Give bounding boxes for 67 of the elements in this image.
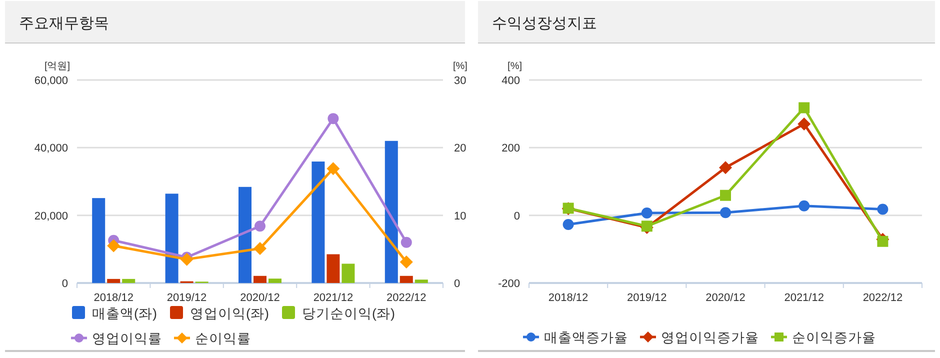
bar xyxy=(312,162,325,283)
bar xyxy=(326,254,340,283)
y-tick-label: 200 xyxy=(502,142,520,155)
bar xyxy=(238,186,252,283)
y2-tick-label: 0 xyxy=(454,278,460,290)
y-tick-label: 60,000 xyxy=(34,75,68,87)
legend-label: 순이익률 xyxy=(195,331,251,346)
point xyxy=(562,218,574,230)
legend-label: 순이익증가율 xyxy=(792,330,876,345)
legend-label: 영업이익증가율 xyxy=(661,330,759,345)
x-tick-label: 2021/12 xyxy=(313,292,354,304)
point xyxy=(798,200,810,212)
point xyxy=(719,161,732,174)
legend-label: 당기순이익(좌) xyxy=(302,306,395,321)
point xyxy=(720,207,731,218)
legend-label: 영업이익률 xyxy=(92,331,162,346)
bar xyxy=(107,278,120,283)
y-tick-label: 400 xyxy=(502,75,520,87)
bar xyxy=(384,140,398,283)
x-tick-label: 2022/12 xyxy=(862,292,903,304)
y-tick-label: -200 xyxy=(498,278,520,290)
bar xyxy=(122,278,136,283)
x-tick-label: 2020/12 xyxy=(706,292,746,304)
legend-label: 매출액증가율 xyxy=(544,330,628,345)
point xyxy=(400,256,413,269)
point xyxy=(400,236,412,248)
y-tick-label: 40,000 xyxy=(34,142,68,155)
x-tick-label: 2022/12 xyxy=(386,292,426,304)
y2-tick-label: 10 xyxy=(454,210,466,222)
point xyxy=(254,220,266,232)
bar xyxy=(92,198,106,283)
x-tick-label: 2019/12 xyxy=(627,292,667,304)
chart-title: 수익성장성지표 xyxy=(492,15,597,32)
bar xyxy=(254,276,266,283)
y-tick-label: 0 xyxy=(514,210,520,222)
point xyxy=(254,242,266,255)
point xyxy=(798,102,810,114)
point xyxy=(877,236,888,247)
point xyxy=(641,207,652,218)
point xyxy=(180,252,194,266)
y-tick-label: 0 xyxy=(62,278,68,290)
point xyxy=(798,117,811,130)
y-tick-label: 20,000 xyxy=(34,210,68,222)
bar xyxy=(414,280,428,283)
y2-axis-title: [%] xyxy=(453,61,468,72)
bar xyxy=(342,264,355,283)
y-axis-title: [억원] xyxy=(44,61,70,72)
point xyxy=(720,190,731,201)
bar xyxy=(165,194,178,283)
point xyxy=(877,204,888,215)
point xyxy=(326,162,340,176)
x-tick-label: 2021/12 xyxy=(784,292,824,304)
legend-label: 매출액(좌) xyxy=(92,306,157,321)
point xyxy=(107,239,120,252)
bar xyxy=(400,276,413,283)
x-tick-label: 2020/12 xyxy=(240,292,280,304)
y2-tick-label: 30 xyxy=(454,75,466,87)
point xyxy=(641,220,652,232)
y2-tick-label: 20 xyxy=(454,142,466,155)
bar xyxy=(268,278,282,283)
x-tick-label: 2019/12 xyxy=(166,292,207,304)
y-axis-title: [%] xyxy=(508,61,522,72)
legend-label: 영업이익(좌) xyxy=(190,306,269,321)
x-tick-label: 2018/12 xyxy=(94,292,134,304)
chart-title: 주요재무항목 xyxy=(19,15,109,32)
point xyxy=(328,113,339,124)
x-tick-label: 2018/12 xyxy=(548,292,588,304)
